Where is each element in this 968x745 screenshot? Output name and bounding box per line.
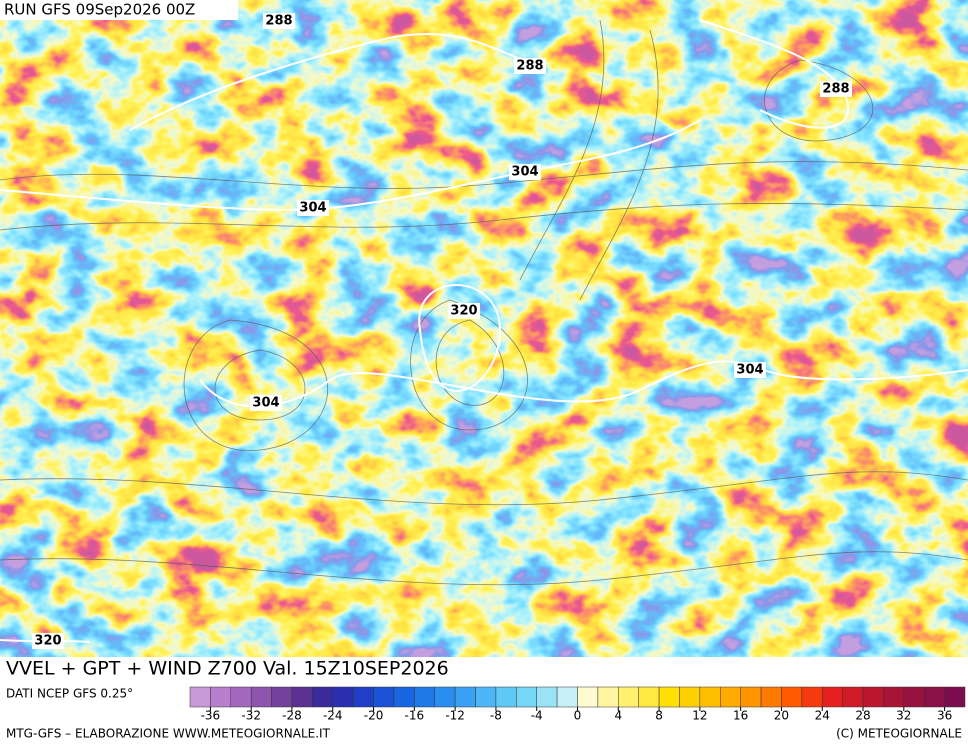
contour-label-bg: [820, 81, 852, 97]
colorbar-box: [883, 686, 905, 708]
colorbar-tick-label: -8: [490, 709, 502, 723]
colorbar-box: [373, 686, 395, 708]
colorbar-box: [720, 686, 741, 708]
colorbar-box: [332, 686, 354, 708]
colorbar-box: [210, 686, 232, 708]
source-label: DATI NCEP GFS 0.25°: [6, 687, 133, 701]
colorbar-tick-label: -16: [405, 709, 425, 723]
colorbar-box: [801, 686, 823, 708]
colorbar-tick-label: 12: [692, 709, 707, 723]
title-bar: [0, 657, 968, 681]
colorbar-tick-label: -20: [364, 709, 384, 723]
colorbar-box: [475, 686, 497, 708]
colorbar-box: [556, 686, 578, 708]
colorbar-tick-label: 20: [774, 709, 789, 723]
colorbar-box: [189, 686, 211, 708]
colorbar-box: [903, 686, 925, 708]
colorbar-box: [434, 686, 456, 708]
colorbar-box: [250, 686, 272, 708]
colorbar-tick-label: 28: [855, 709, 870, 723]
colorbar-tick-label: 32: [896, 709, 911, 723]
contour-label-bg: [514, 58, 546, 74]
colorbar-box: [414, 686, 435, 708]
contour-label: 304: [511, 165, 538, 180]
colorbar-tick-label: 16: [733, 709, 748, 723]
colorbar-tick-label: -12: [445, 709, 465, 723]
contour-label-bg: [250, 395, 282, 411]
colorbar-tick-label: 36: [937, 709, 952, 723]
colorbar-box: [516, 686, 537, 708]
contour-label: 304: [252, 396, 279, 411]
colorbar-box: [618, 686, 639, 708]
header-box: [0, 0, 238, 20]
colorbar-box: [658, 686, 680, 708]
colorbar-tick-label: 8: [655, 709, 663, 723]
contour-label: 320: [34, 634, 61, 649]
contour-label-bg: [297, 200, 329, 216]
colorbar-box: [454, 686, 476, 708]
colorbar-box: [393, 686, 415, 708]
colorbar-box: [944, 686, 966, 708]
run-label: RUN GFS 09Sep2026 00Z: [4, 1, 195, 19]
contour-label: 304: [736, 363, 763, 378]
colorbar-box: [740, 686, 762, 708]
colorbar-box: [862, 686, 884, 708]
contour-label: 320: [450, 304, 477, 319]
contour-label-bg: [509, 164, 541, 180]
footer-right: (C) METEOGIORNALE: [836, 727, 962, 741]
contour-label: 288: [265, 14, 292, 29]
colorbar-box: [923, 686, 945, 708]
colorbar-box: [577, 686, 599, 708]
colorbar-box: [699, 686, 721, 708]
colorbar-box: [781, 686, 803, 708]
colorbar-tick-label: 24: [815, 709, 830, 723]
contour-label: 288: [822, 82, 849, 97]
colorbar-box: [271, 686, 293, 708]
colorbar-tick-label: -28: [282, 709, 302, 723]
colorbar-box: [312, 686, 334, 708]
contour-label-bg: [263, 13, 295, 29]
contour-label-bg: [448, 303, 480, 319]
colorbar-tick-label: -32: [241, 709, 261, 723]
contour-label: 288: [516, 59, 543, 74]
colorbar-tick-label: 0: [574, 709, 582, 723]
contour-label-bg: [32, 633, 64, 649]
contour-label-bg: [734, 362, 766, 378]
colorbar-box: [821, 686, 843, 708]
colorbar-box: [760, 686, 782, 708]
map-title: VVEL + GPT + WIND Z700 Val. 15Z10SEP2026: [6, 658, 449, 680]
colorbar-tick-label: -4: [531, 709, 543, 723]
colorbar-box: [842, 686, 864, 708]
colorbar-box: [638, 686, 660, 708]
colorbar-tick-label: -36: [201, 709, 221, 723]
colorbar-box: [352, 686, 374, 708]
vvel-field: [0, 0, 968, 657]
colorbar-tick-label: 4: [614, 709, 622, 723]
colorbar-box: [230, 686, 252, 708]
colorbar-box: [536, 686, 558, 708]
colorbar-tick-label: -24: [323, 709, 343, 723]
footer-left: MTG-GFS – ELABORAZIONE WWW.METEOGIORNALE…: [6, 727, 331, 741]
colorbar-box: [679, 686, 701, 708]
colorbar-box: [291, 686, 313, 708]
contour-label: 304: [299, 201, 326, 216]
colorbar-box: [597, 686, 619, 708]
colorbar-box: [495, 686, 517, 708]
streamlines: [0, 19, 968, 586]
